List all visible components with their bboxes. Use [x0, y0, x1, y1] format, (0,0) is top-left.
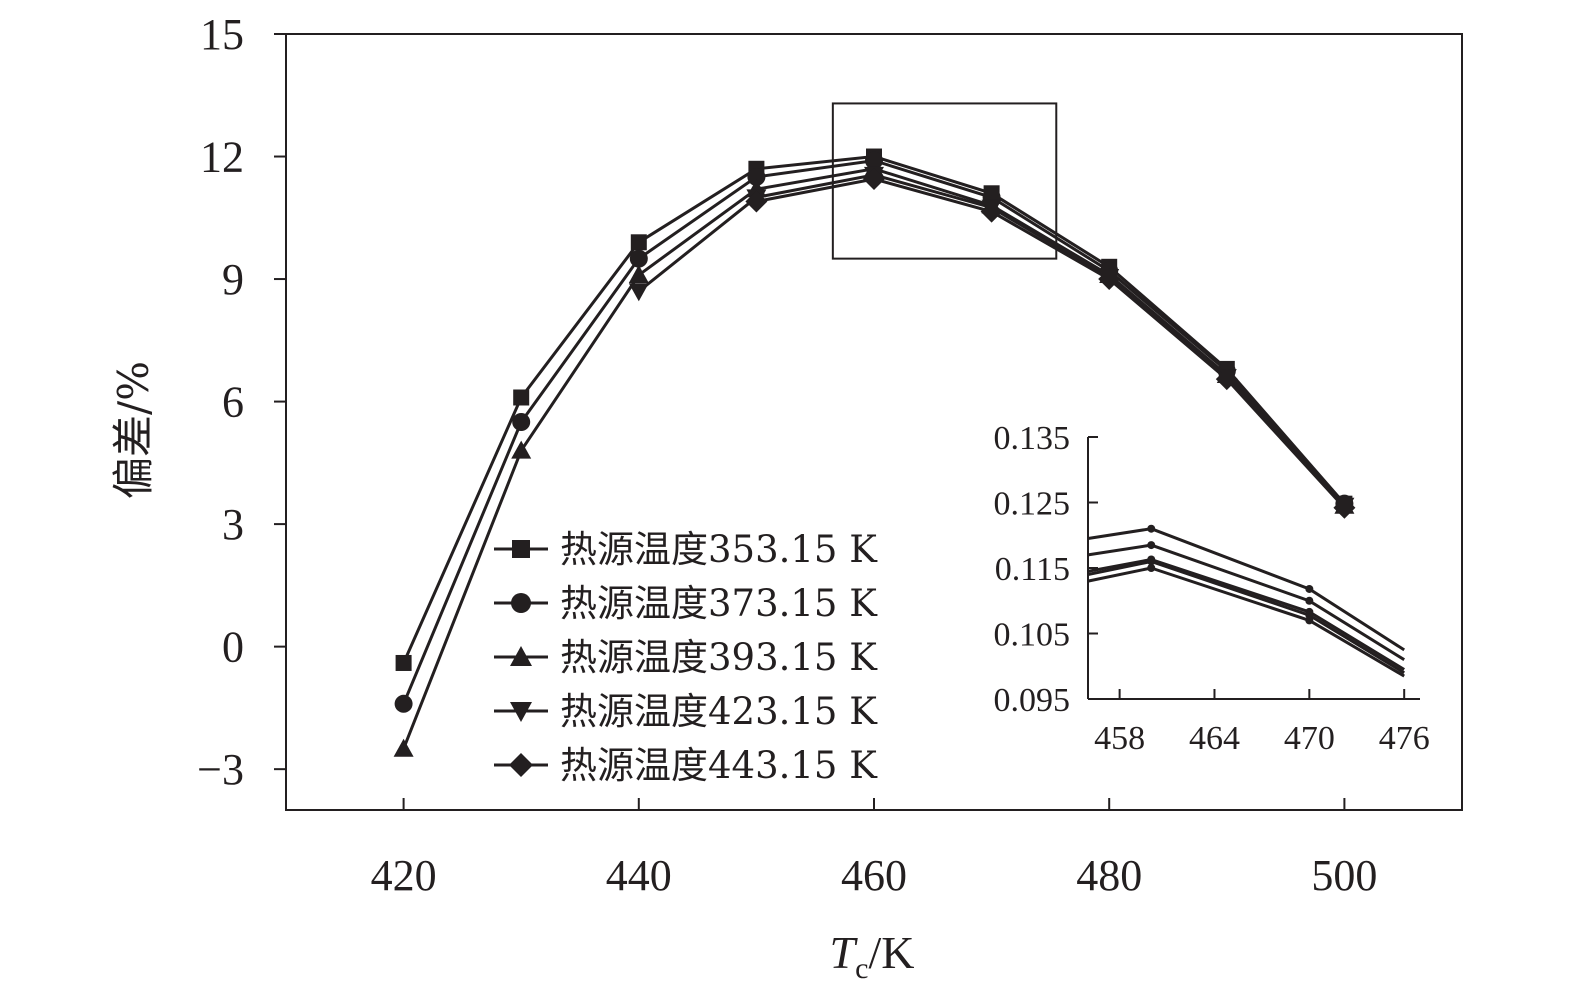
series-point — [513, 389, 530, 406]
inset-y-tick-label: 0.115 — [995, 551, 1070, 588]
y-tick-label: 0 — [222, 623, 244, 672]
inset-x-tick-label: 470 — [1284, 720, 1335, 757]
series-point — [394, 694, 413, 713]
x-tick-label: 460 — [841, 851, 907, 900]
x-axis-label-unit: /K — [868, 927, 914, 978]
series-point — [747, 167, 766, 186]
series-point — [1215, 368, 1238, 391]
inset-series-point — [1305, 616, 1314, 625]
inset-x-tick-label: 458 — [1094, 720, 1145, 757]
inset-series-line — [1087, 566, 1405, 678]
legend-entry: 热源温度373.15 K — [560, 582, 878, 625]
x-tick-label: 420 — [371, 851, 437, 900]
y-tick-label: 9 — [222, 255, 244, 304]
legend-entry: 热源温度423.15 K — [560, 690, 878, 733]
inset-series-line — [1087, 559, 1405, 675]
legend-marker — [510, 646, 532, 666]
series-point — [863, 167, 885, 190]
series-point — [1333, 496, 1356, 519]
legend-marker — [510, 702, 532, 722]
y-tick-label: −3 — [197, 745, 244, 794]
y-axis-label: 偏差/% — [109, 361, 158, 499]
inset-series-line — [1087, 557, 1405, 671]
x-tick-label: 440 — [606, 851, 672, 900]
x-tick-label: 480 — [1076, 851, 1142, 900]
inset-series-point — [1147, 564, 1156, 572]
inset-series-point — [1147, 524, 1156, 533]
y-tick-label: 3 — [222, 500, 244, 549]
series-point — [745, 190, 768, 213]
legend-entry: 热源温度393.15 K — [560, 636, 878, 679]
y-tick-label: 12 — [200, 133, 244, 182]
x-axis-label-symbol: T — [830, 927, 859, 978]
inset-series-line — [1087, 527, 1406, 652]
zoom-box — [831, 102, 1058, 260]
legend-marker — [512, 540, 530, 558]
series-point — [393, 738, 414, 757]
y-tick-label: 15 — [200, 10, 244, 59]
series-point — [630, 234, 647, 251]
inset-y-tick-label: 0.125 — [994, 486, 1071, 523]
series-line — [637, 173, 1346, 507]
series-point — [395, 654, 412, 671]
series-point — [512, 413, 531, 431]
inset-x-tick-label: 476 — [1379, 720, 1430, 757]
inset-x-tick-label: 464 — [1189, 720, 1240, 757]
x-tick-label: 500 — [1311, 851, 1377, 900]
series-point — [980, 200, 1003, 223]
inset-y-tick-label: 0.135 — [994, 420, 1071, 457]
inset-series-point — [1147, 557, 1156, 566]
main-plot: −3 0 3 6 9 12 15 420 440 460 480 500 — [197, 10, 1463, 900]
inset-series-line — [1087, 543, 1405, 661]
series-point — [511, 440, 532, 459]
series-point — [1098, 268, 1121, 291]
legend-entry: 热源温度353.15 K — [560, 528, 878, 571]
inset-y-tick-label: 0.105 — [994, 617, 1071, 654]
inset-y-tick-label: 0.095 — [994, 682, 1071, 719]
series-point — [628, 264, 649, 283]
inset-series-point — [1147, 541, 1156, 550]
inset-plot: 0.095 0.105 0.115 0.125 0.135 458 464 470 476 — [994, 420, 1430, 757]
legend-marker — [511, 593, 531, 613]
series-line — [756, 177, 1346, 509]
inset-series-point — [1305, 596, 1314, 605]
legend-marker — [509, 753, 533, 777]
legend: 热源温度353.15 K 热源温度373.15 K 热源温度393.15 K 热源温度… — [494, 528, 878, 787]
y-tick-label: 6 — [222, 378, 244, 427]
legend-entry: 热源温度443.15 K — [560, 744, 878, 787]
x-axis-label-subscript: c — [855, 952, 868, 985]
x-axis-label: Tc/K — [830, 927, 915, 985]
series-point — [628, 283, 649, 302]
series-point — [629, 249, 648, 268]
inset-series-point — [1305, 584, 1314, 593]
